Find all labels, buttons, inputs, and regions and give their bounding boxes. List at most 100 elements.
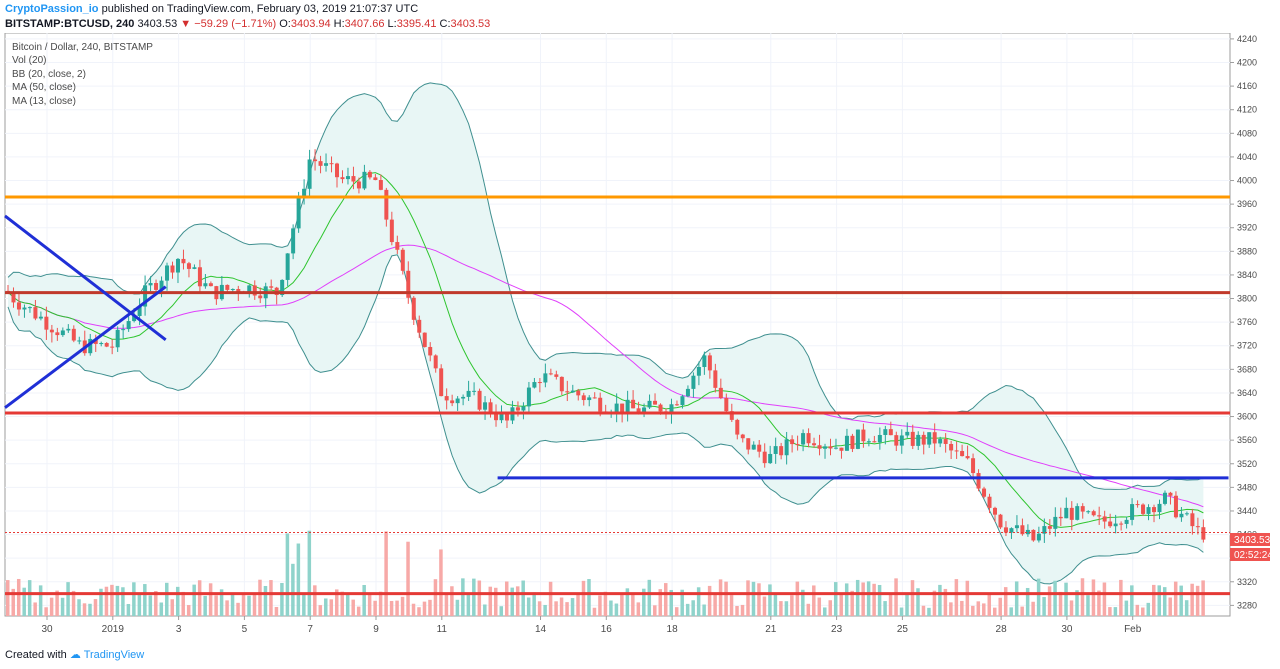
y-tick-label: 3800	[1237, 294, 1257, 304]
candle-body	[817, 445, 822, 449]
x-tick-label: 30	[1061, 624, 1073, 635]
candle-body	[1152, 507, 1157, 513]
volume-bar	[165, 582, 169, 616]
candle-body	[49, 329, 54, 333]
volume-bar	[115, 585, 120, 616]
candle-body	[247, 285, 252, 294]
candle-body	[1124, 519, 1129, 524]
volume-bar	[214, 595, 218, 616]
created-with-text: Created with	[5, 649, 67, 661]
volume-bar	[982, 603, 986, 616]
candle-body	[93, 338, 98, 344]
candle-body	[570, 390, 575, 393]
candle-body	[839, 447, 844, 451]
candle-body	[77, 340, 82, 342]
candle-body	[674, 404, 679, 406]
published-text: published on TradingView.com, February 0…	[101, 3, 419, 15]
candle-body	[993, 507, 997, 515]
bollinger-bands	[7, 82, 1204, 585]
volume-bar	[77, 599, 81, 616]
tradingview-logo-icon: ☁	[69, 649, 81, 661]
volume-bar	[1009, 607, 1013, 616]
volume-bar	[1135, 604, 1140, 616]
candle-body	[866, 441, 871, 443]
volume-bar	[110, 584, 114, 616]
countdown-text: 02:52:24	[1234, 550, 1273, 561]
y-tick-label: 3560	[1237, 435, 1257, 445]
volume-bar	[356, 606, 361, 616]
price-axis[interactable]: 3280332033603400344034803520356036003640…	[1230, 34, 1257, 610]
x-tick-label: 28	[996, 624, 1008, 635]
volume-bar	[329, 599, 334, 616]
volume-bar	[850, 590, 854, 616]
candle-body	[439, 368, 444, 397]
volume-bar	[154, 591, 158, 616]
candle-body	[795, 444, 800, 446]
candle-body	[1141, 504, 1146, 514]
candle-body	[1058, 516, 1063, 519]
candle-body	[329, 163, 334, 165]
volume-bar	[828, 600, 832, 616]
volume-bar	[307, 530, 312, 616]
candle-body	[1031, 529, 1036, 541]
candle-body	[653, 400, 658, 405]
volume-bar	[44, 607, 48, 616]
volume-bar	[954, 579, 959, 616]
volume-bar	[1190, 583, 1194, 616]
volume-bar	[833, 582, 838, 616]
volume-bar	[1053, 580, 1057, 616]
time-axis[interactable]: 30 2019 3 5 7 9 11 14 16 18 21 23 25 28 30 Feb	[41, 616, 1142, 635]
symbol-label: BITSTAMP:BTCUSD, 240	[5, 18, 135, 30]
candle-body	[197, 267, 202, 287]
volume-bar	[812, 585, 816, 616]
candle-body	[411, 297, 416, 320]
candle-body	[186, 263, 191, 269]
volume-bar	[1195, 585, 1200, 616]
volume-bar	[768, 584, 772, 616]
volume-bar	[609, 600, 613, 616]
candle-body	[175, 258, 180, 273]
volume-bar	[450, 586, 454, 616]
volume-bar	[537, 601, 542, 616]
price-chart[interactable]: 3280332033603400344034803520356036003640…	[0, 33, 1280, 645]
candle-body	[280, 279, 285, 296]
volume-bar	[938, 584, 942, 616]
volume-bar	[790, 595, 794, 616]
volume-bar	[1047, 586, 1052, 616]
candle-body	[932, 432, 937, 444]
trend-line	[4, 285, 167, 409]
candle-body	[1003, 527, 1008, 533]
volume-bar	[181, 591, 185, 616]
drawn-levels	[4, 195, 1230, 596]
candle-body	[324, 163, 329, 166]
candle-body	[910, 431, 915, 446]
volume-bar	[1130, 585, 1134, 616]
volume-bar	[318, 605, 323, 616]
candle-body	[143, 285, 148, 307]
volume-bar	[148, 595, 153, 616]
x-tick-label: 18	[667, 624, 679, 635]
y-tick-label: 3720	[1237, 341, 1257, 351]
volume-bar	[844, 583, 849, 616]
x-tick-label: 14	[535, 624, 547, 635]
volume-bar	[11, 588, 15, 616]
volume-bar	[455, 599, 460, 616]
tradingview-brand[interactable]: TradingView	[83, 649, 145, 661]
candle-body	[938, 439, 943, 444]
volume-bar	[647, 579, 652, 616]
price-tag: 3403.53 02:52:24	[1230, 533, 1273, 561]
volume-bar	[186, 605, 191, 616]
x-tick-label: 25	[897, 624, 909, 635]
candle-body	[614, 403, 619, 413]
author-link[interactable]: CryptoPassion_io	[5, 3, 99, 15]
candle-body	[121, 329, 126, 331]
candle-body	[1195, 526, 1200, 528]
volume-bar	[208, 583, 213, 616]
volume-bar	[373, 600, 377, 616]
open-value: 3403.94	[290, 18, 331, 30]
x-tick-label: 3	[176, 624, 182, 635]
candle-body	[428, 346, 433, 356]
x-tick-label: 5	[242, 624, 248, 635]
volume-bar	[554, 601, 558, 616]
volume-bar	[751, 581, 756, 616]
